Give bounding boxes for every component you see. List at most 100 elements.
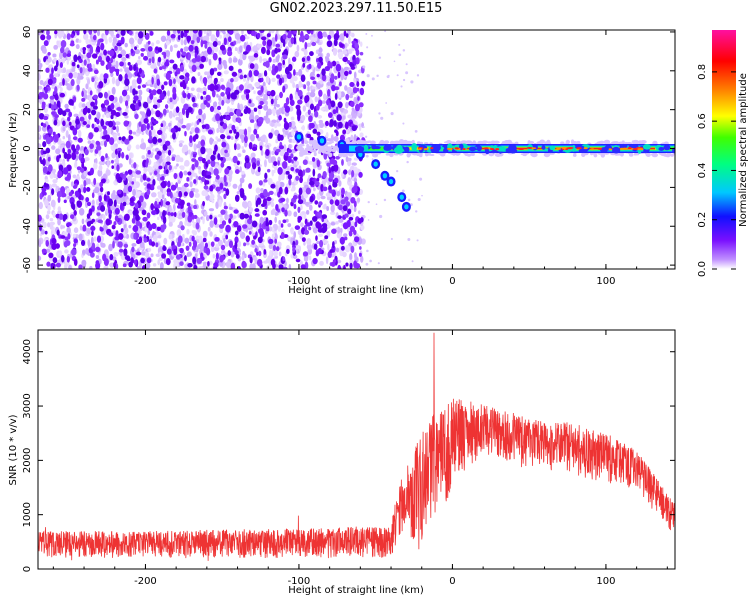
speckle-pale — [244, 253, 247, 259]
speckle-pale — [353, 177, 358, 183]
ridge-hot-spot — [418, 148, 422, 151]
speckle-dark — [113, 199, 117, 207]
speckle-pale — [78, 39, 82, 43]
speckle-pale — [64, 263, 68, 269]
speckle-pale — [215, 136, 219, 141]
speckle-pale — [300, 195, 304, 201]
speckle-dark — [334, 199, 340, 206]
ridge-hot-spot — [621, 147, 628, 150]
speckle-pale — [129, 85, 133, 94]
colorbar-tick-label: 0.0 — [697, 261, 708, 277]
speckle-dark — [218, 57, 222, 62]
speckle-dark — [191, 76, 196, 84]
speckle-pale — [127, 73, 133, 78]
speckle-dark — [201, 157, 206, 164]
speckle-dark — [123, 248, 128, 257]
spectrogram-image — [38, 30, 675, 269]
speckle-pale — [59, 97, 63, 104]
speckle-pale — [233, 57, 238, 63]
speckle-dark — [83, 186, 87, 194]
speckle-pale — [239, 183, 243, 187]
speckle-pale — [241, 30, 244, 36]
ridge-halo — [486, 141, 494, 144]
speckle-pale — [72, 71, 78, 79]
speckle-dark — [266, 33, 271, 38]
speckle-dark — [59, 61, 63, 69]
speckle-dark — [219, 44, 226, 51]
speckle-pale — [119, 95, 123, 104]
speckle-dark — [228, 240, 234, 248]
speckle-pale — [121, 56, 127, 62]
speckle-dark — [57, 108, 64, 116]
speckle-dark — [56, 229, 60, 236]
speckle-pale — [39, 79, 44, 85]
speckle-dark — [43, 93, 49, 100]
speckle-pale — [349, 252, 353, 261]
speckle-dark — [249, 63, 255, 70]
speckle-dark — [171, 156, 176, 162]
speckle-pale — [265, 75, 270, 84]
speckle-dark — [278, 145, 285, 150]
speckle-dark — [78, 58, 83, 64]
speckle-dark — [206, 102, 211, 108]
speckle-pale — [166, 155, 171, 163]
ridge-halo — [356, 140, 361, 144]
speckle-pale — [91, 199, 95, 206]
speckle-dark — [66, 222, 72, 227]
speckle-dark — [194, 160, 199, 168]
speckle-pale — [100, 242, 106, 248]
speckle-dark — [86, 124, 91, 129]
speckle-dark — [324, 235, 329, 240]
speckle-dark — [314, 180, 320, 186]
speckle-pale — [183, 38, 187, 46]
speckle-dark — [98, 92, 103, 99]
ridge-halo — [670, 153, 675, 157]
speckle-dark — [42, 123, 47, 128]
speckle-dark — [110, 102, 115, 110]
speckle-pale — [276, 109, 281, 116]
speckle-pale — [166, 109, 169, 113]
speckle-dark — [105, 218, 111, 226]
speckle-dark — [288, 178, 292, 186]
speckle-dark — [183, 32, 188, 38]
speckle-pale — [62, 231, 69, 236]
speckle-pale — [52, 212, 56, 218]
speckle-dark — [117, 241, 123, 248]
speckle-dark — [88, 208, 93, 216]
speckle-dark — [49, 73, 54, 80]
speckle-pale — [342, 115, 346, 120]
speckle-dark — [177, 34, 181, 41]
speckle-dark — [89, 46, 94, 55]
ridge-blob — [383, 145, 389, 151]
speckle-pale — [171, 98, 178, 105]
speckle-dark — [314, 200, 319, 205]
speckle-pale — [206, 30, 210, 34]
speckle-dark — [70, 40, 75, 45]
speckle-dark — [44, 87, 48, 94]
speckle-dark — [277, 160, 280, 166]
speckle-dark — [183, 30, 189, 34]
speckle-pale — [306, 81, 311, 87]
speckle-dark — [317, 31, 323, 39]
speckle-dark — [354, 103, 361, 112]
speckle-pale — [249, 41, 253, 47]
speckle-dark — [268, 219, 273, 226]
speckle-dark — [157, 47, 163, 53]
speckle-pale — [159, 251, 162, 256]
speckle-dark — [340, 245, 345, 251]
ridge-halo — [522, 152, 527, 157]
speckle-pale — [75, 38, 80, 43]
speckle-dark — [203, 78, 207, 87]
speckle-dark — [146, 123, 150, 130]
speckle-dark — [188, 44, 194, 52]
speckle-pale — [225, 128, 230, 137]
speckle-pale — [112, 36, 118, 45]
speckle-dark — [120, 30, 126, 36]
speckle-pale — [293, 211, 298, 218]
speckle-pale — [323, 203, 327, 210]
speckle-dark — [359, 246, 362, 250]
speckle-dark — [143, 237, 148, 243]
speckle-dark — [235, 131, 240, 138]
speckle-dark — [191, 163, 195, 171]
speckle-pale — [102, 114, 105, 118]
